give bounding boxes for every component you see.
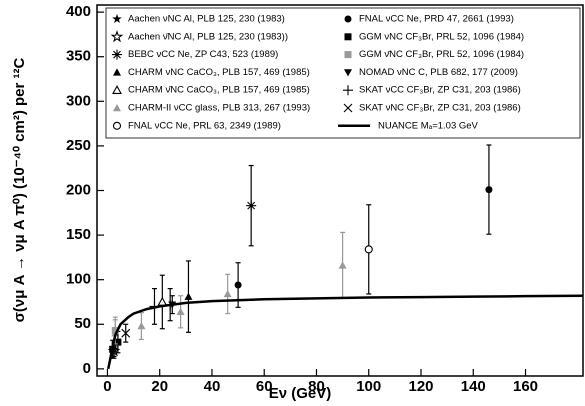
marker: [121, 328, 131, 338]
legend-label: CHARM ν̄NC CaCO₃, PLB 157, 469 (1985): [128, 85, 310, 96]
legend-label: Aachen νNC Al, PLB 125, 230 (1983): [128, 14, 285, 25]
y-tick-label: 250: [66, 137, 91, 154]
y-tick-label: 150: [66, 226, 91, 243]
marker: [246, 200, 257, 211]
legend-marker: [110, 30, 124, 43]
y-tick-label: 300: [66, 92, 91, 109]
legend-label: FNAL νCC Ne, PRD 47, 2661 (1993): [359, 14, 514, 25]
x-axis-label: Eν (GeV): [269, 385, 332, 402]
legend-label: BEBC νCC Ne, ZP C43, 523 (1989): [128, 49, 278, 60]
y-tick-label: 350: [66, 48, 91, 65]
legend-label: CHARM νNC CaCO₃, PLB 157, 469 (1985): [128, 67, 310, 78]
legend-label: NUANCE Mₐ=1.03 GeV: [378, 120, 479, 131]
legend-marker: [112, 49, 122, 60]
marker: [137, 322, 146, 330]
y-tick-label: 200: [66, 181, 91, 198]
legend-marker: [343, 85, 353, 96]
legend-marker: [343, 103, 353, 113]
y-tick-label: 50: [74, 315, 91, 332]
legend-marker: [112, 85, 122, 94]
legend-marker: [112, 121, 122, 130]
legend-marker: [344, 15, 352, 23]
marker: [234, 281, 242, 289]
marker: [223, 289, 232, 298]
legend-label: SKAT νNC CF₃Br, ZP C31, 203 (1986): [359, 103, 521, 114]
x-tick-label: 120: [408, 378, 433, 395]
marker: [338, 261, 347, 269]
x-tick-label: 160: [513, 378, 538, 395]
x-tick-label: 60: [256, 378, 273, 395]
legend-marker: [344, 51, 352, 59]
legend-label: NOMAD νNC C, PLB 682, 177 (2009): [359, 67, 518, 78]
legend-label: SKAT νCC CF₃Br, ZP C31, 203 (1986): [359, 85, 521, 96]
x-tick-label: 80: [308, 378, 325, 395]
x-tick-label: 140: [461, 378, 486, 395]
x-tick-label: 0: [103, 378, 111, 395]
y-tick-label: 100: [66, 271, 91, 288]
y-axis-label: σ(νμ A → νμ A π⁰) (10⁻⁴⁰ cm²) per ¹²C: [11, 57, 28, 322]
legend-label: CHARM-II νCC glass, PLB 313, 267 (1993): [128, 103, 310, 114]
y-tick-label: 0: [83, 360, 91, 377]
x-tick-label: 20: [151, 378, 168, 395]
legend-marker: [344, 33, 352, 41]
marker: [485, 186, 493, 194]
x-tick-label: 100: [356, 378, 381, 395]
x-tick-label: 40: [204, 378, 221, 395]
legend-marker: [344, 69, 352, 77]
legend-label: FNAL νCC Ne, PRL 63, 2349 (1989): [128, 120, 281, 131]
legend-label: GGM νNC CF₃Br, PRL 52, 1096 (1984): [359, 31, 524, 42]
legend-label: GGM ν̄NC CF₃Br, PRL 52, 1096 (1984): [359, 49, 524, 60]
model-curve: [107, 294, 584, 370]
marker: [157, 296, 168, 306]
legend-marker: [113, 104, 121, 112]
legend-box: [105, 7, 581, 139]
legend-marker: [112, 14, 122, 24]
legend-marker: [113, 68, 121, 76]
marker: [176, 307, 185, 315]
marker: [364, 245, 373, 254]
y-tick-label: 400: [66, 3, 91, 20]
marker: [184, 292, 193, 300]
legend-label: Aachen ν̄NC Al, PLB 125, 230 (1983)): [128, 31, 288, 42]
